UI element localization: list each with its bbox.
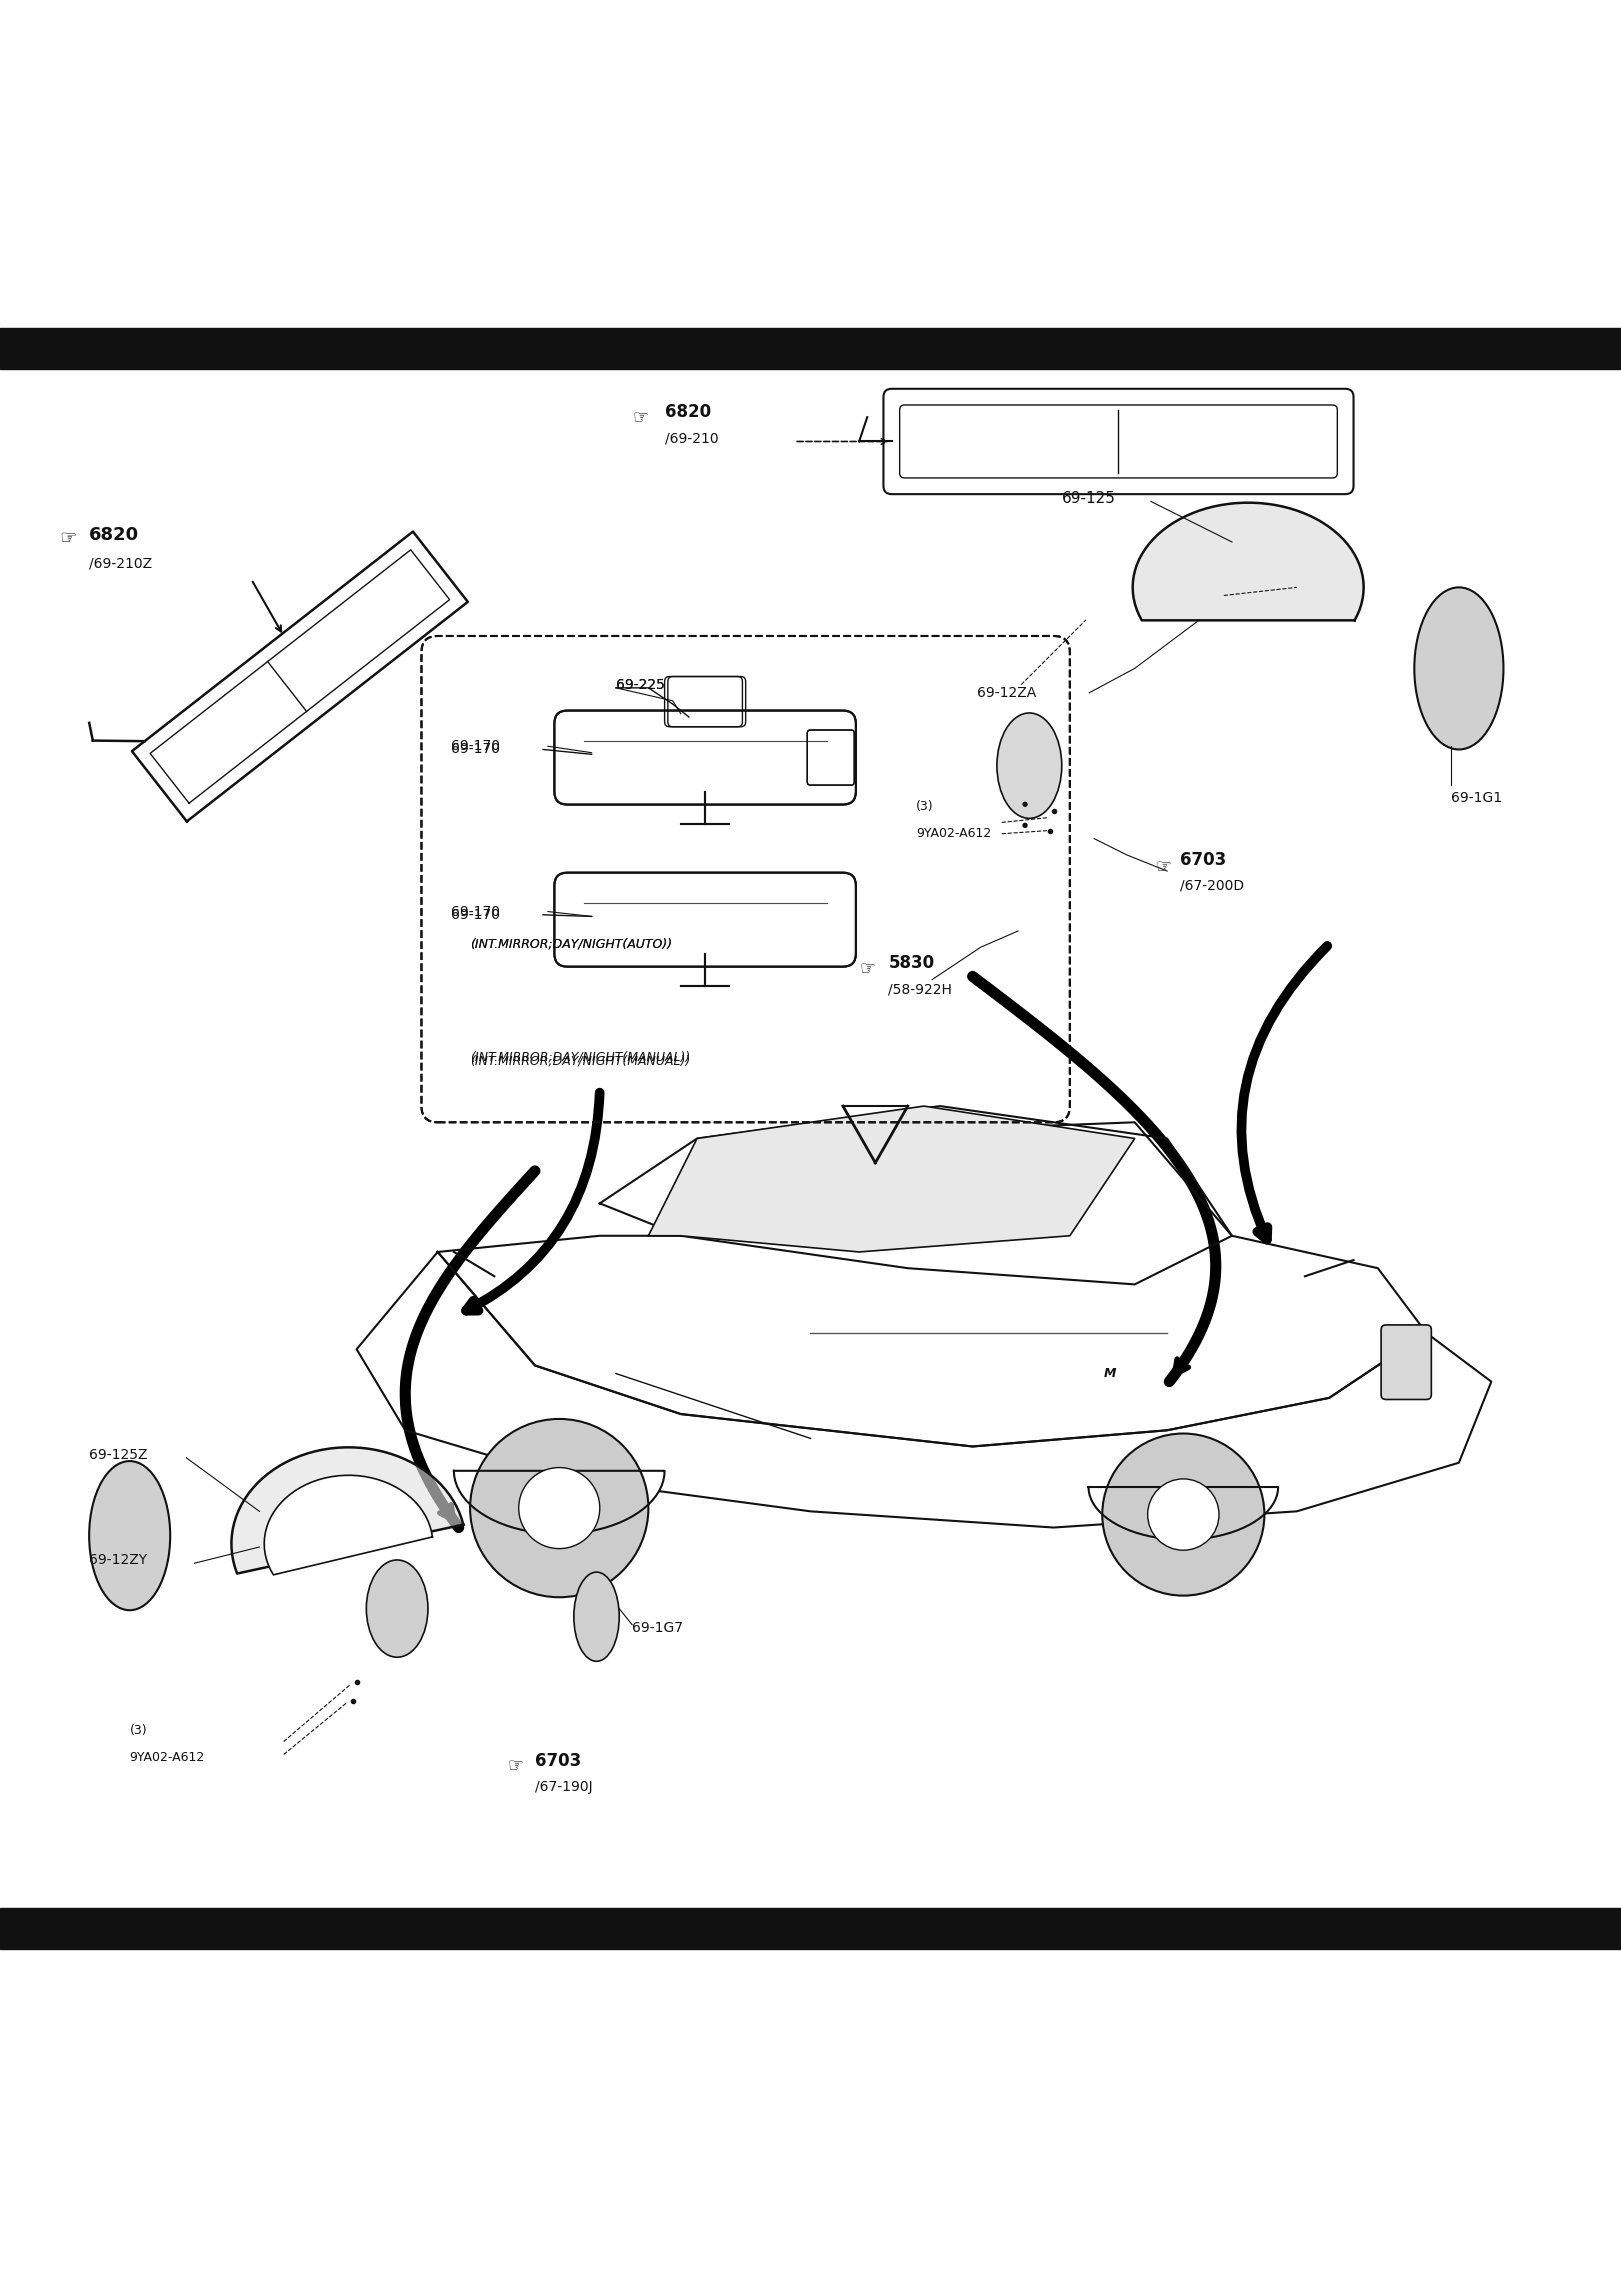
Text: 69-125: 69-125 — [1062, 492, 1115, 505]
FancyBboxPatch shape — [1381, 1325, 1431, 1400]
FancyArrowPatch shape — [467, 1093, 600, 1312]
Text: (3): (3) — [916, 799, 934, 813]
Text: ☞: ☞ — [859, 959, 875, 977]
Text: 6820: 6820 — [89, 526, 139, 544]
Text: ●: ● — [1021, 802, 1028, 806]
Text: ☞: ☞ — [1156, 856, 1172, 874]
Circle shape — [1102, 1435, 1264, 1596]
Text: 6703: 6703 — [535, 1751, 582, 1769]
Circle shape — [1148, 1478, 1219, 1551]
Text: 69-170: 69-170 — [451, 904, 499, 918]
Polygon shape — [264, 1475, 433, 1576]
Ellipse shape — [1414, 587, 1504, 749]
Text: 69-1G7: 69-1G7 — [632, 1621, 682, 1635]
Ellipse shape — [997, 713, 1062, 817]
Bar — [0, 328, 1621, 369]
FancyBboxPatch shape — [433, 647, 1059, 1111]
Text: M: M — [1104, 1366, 1117, 1380]
Polygon shape — [131, 531, 468, 822]
Polygon shape — [454, 1471, 665, 1535]
Text: 69-125Z: 69-125Z — [89, 1448, 148, 1462]
Text: (INT.MIRROR;DAY/NIGHT(AUTO)): (INT.MIRROR;DAY/NIGHT(AUTO)) — [470, 938, 673, 950]
Text: ●: ● — [1021, 822, 1028, 829]
Text: 69-12ZY: 69-12ZY — [89, 1553, 148, 1567]
Text: 9YA02-A612: 9YA02-A612 — [130, 1751, 204, 1765]
Text: 69-225: 69-225 — [616, 679, 665, 692]
Ellipse shape — [366, 1560, 428, 1658]
Polygon shape — [648, 1107, 1135, 1252]
Circle shape — [519, 1469, 600, 1548]
Text: (INT.MIRROR;DAY/NIGHT(MANUAL)): (INT.MIRROR;DAY/NIGHT(MANUAL)) — [470, 1054, 691, 1068]
Text: (INT.MIRROR;DAY/NIGHT(MANUAL)): (INT.MIRROR;DAY/NIGHT(MANUAL)) — [470, 1052, 691, 1063]
Text: (INT.MIRROR;DAY/NIGHT(AUTO)): (INT.MIRROR;DAY/NIGHT(AUTO)) — [470, 938, 673, 950]
Polygon shape — [232, 1448, 464, 1573]
Ellipse shape — [89, 1462, 170, 1610]
Text: /67-190J: /67-190J — [535, 1781, 593, 1794]
Text: ☞: ☞ — [632, 408, 648, 426]
Circle shape — [470, 1419, 648, 1596]
FancyArrowPatch shape — [1242, 945, 1328, 1239]
Text: 69-12ZA: 69-12ZA — [977, 685, 1037, 699]
Text: ☞: ☞ — [60, 528, 76, 549]
Polygon shape — [600, 1107, 1232, 1284]
Text: /69-210: /69-210 — [665, 430, 718, 446]
Text: ☞: ☞ — [507, 1758, 524, 1774]
Polygon shape — [1088, 1487, 1277, 1539]
Text: 5830: 5830 — [888, 954, 934, 972]
Text: 69-170: 69-170 — [451, 740, 499, 754]
Text: /58-922H: /58-922H — [888, 981, 952, 997]
Text: 69-225: 69-225 — [616, 679, 665, 692]
Polygon shape — [357, 1252, 1491, 1528]
Text: 9YA02-A612: 9YA02-A612 — [916, 827, 990, 840]
Text: /67-200D: /67-200D — [1180, 879, 1245, 893]
Text: 69-1G1: 69-1G1 — [1451, 790, 1503, 806]
Ellipse shape — [574, 1571, 619, 1662]
Bar — [0, 1908, 1621, 1949]
Text: 69-170: 69-170 — [451, 742, 499, 756]
Text: 69-170: 69-170 — [451, 909, 499, 922]
Text: /69-210Z: /69-210Z — [89, 556, 152, 569]
Text: (3): (3) — [130, 1724, 148, 1737]
Polygon shape — [438, 1123, 1426, 1446]
Text: 6703: 6703 — [1180, 852, 1227, 870]
Text: 6820: 6820 — [665, 403, 710, 421]
Polygon shape — [1133, 503, 1363, 619]
